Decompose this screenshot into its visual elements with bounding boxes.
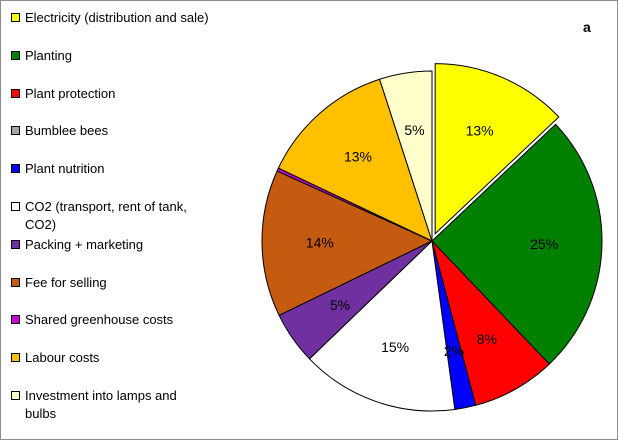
- pie-slice: [431, 123, 603, 365]
- legend-label: Fee for selling: [25, 274, 107, 290]
- legend-swatch: [11, 13, 20, 22]
- legend-label: CO2 (transport, rent of tank, CO2): [25, 199, 187, 232]
- slice-data-label: 2%: [444, 343, 464, 359]
- legend-swatch: [11, 126, 20, 136]
- legend-item: Electricity (distribution and sale): [9, 9, 209, 45]
- legend-swatch: [11, 239, 20, 249]
- legend-swatch: [11, 353, 20, 363]
- legend-swatch: [11, 391, 20, 400]
- pie-slice: [261, 170, 434, 317]
- legend-swatch: [11, 50, 20, 60]
- slice-data-label: 5%: [330, 297, 350, 313]
- legend-label: Plant protection: [25, 85, 116, 101]
- slice-data-label: 13%: [344, 149, 372, 165]
- legend-item: Labour costs: [9, 349, 209, 385]
- slice-data-label: 8%: [477, 331, 497, 347]
- legend-label: Shared greenhouse costs: [25, 312, 174, 328]
- legend-item: CO2 (transport, rent of tank, CO2): [9, 198, 209, 234]
- legend-label: Planting: [25, 47, 72, 63]
- legend-item: Packing + marketing: [9, 236, 209, 272]
- legend-label: Electricity (distribution and sale): [25, 10, 209, 25]
- slice-data-label: 14%: [306, 235, 334, 251]
- legend-item: Plant nutrition: [9, 160, 209, 196]
- slice-data-label: 13%: [466, 123, 494, 139]
- legend-item: Investment into lamps and bulbs: [9, 387, 209, 423]
- legend-label: Packing + marketing: [25, 236, 144, 252]
- slice-data-label: 15%: [381, 339, 409, 355]
- pie-slice: [277, 78, 433, 242]
- legend-item: Fee for selling: [9, 274, 209, 310]
- legend-label: Plant nutrition: [25, 161, 105, 177]
- legend-swatch: [11, 88, 20, 98]
- legend-label: Labour costs: [25, 350, 100, 366]
- pie-slice: [308, 239, 456, 412]
- legend-swatch: [11, 315, 20, 325]
- slice-data-label: 5%: [404, 122, 424, 138]
- legend-item: Plant protection: [9, 85, 209, 121]
- legend-swatch: [11, 277, 20, 287]
- slice-data-label: 25%: [530, 236, 558, 252]
- legend-label: Bumblee bees: [25, 123, 109, 139]
- legend-swatch: [11, 202, 20, 211]
- legend-item: Shared greenhouse costs: [9, 311, 209, 347]
- legend-item: Bumblee bees: [9, 122, 209, 158]
- pie-slice: [378, 70, 433, 242]
- legend-swatch: [11, 164, 20, 174]
- panel-letter: a: [583, 19, 591, 35]
- legend-label: Investment into lamps and bulbs: [25, 388, 177, 421]
- legend-item: Planting: [9, 47, 209, 83]
- pie-slice: [434, 63, 560, 235]
